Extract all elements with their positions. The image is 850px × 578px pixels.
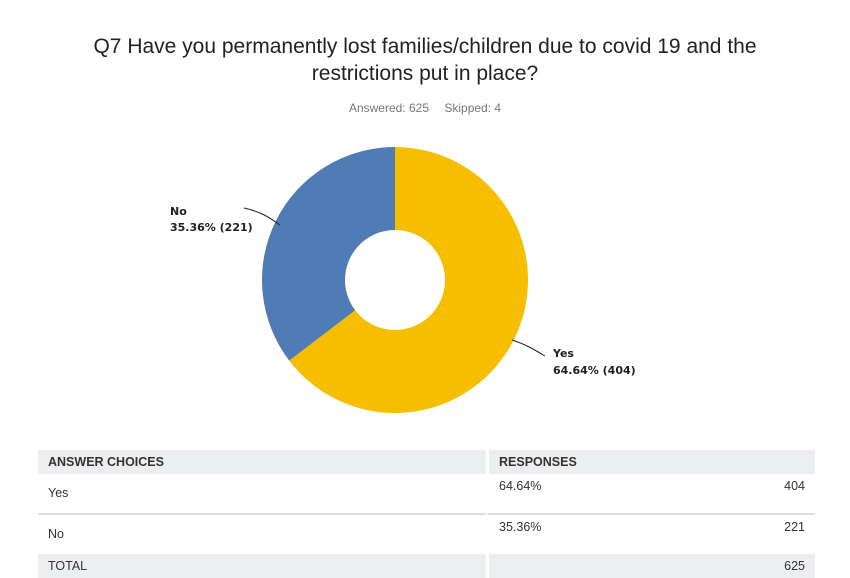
empty-cell <box>486 554 689 578</box>
table-row: Yes 64.64% 404 <box>38 474 815 515</box>
choice-cell: No <box>48 527 64 541</box>
slice-yes <box>289 147 528 413</box>
donut-chart: No 35.36% (221) Yes 64.64% (404) <box>170 147 636 413</box>
response-summary: Answered: 625 Skipped: 4 <box>0 101 850 115</box>
choice-cell: Yes <box>38 474 486 515</box>
leader-line-yes <box>511 339 546 357</box>
percent-cell: 35.36% <box>486 515 688 554</box>
skipped-count: Skipped: 4 <box>444 101 502 115</box>
count-cell: 404 <box>688 474 815 515</box>
leader-line-no <box>243 207 281 226</box>
label-no-value: 35.36% (221) <box>170 221 253 234</box>
total-label: TOTAL <box>38 554 486 578</box>
results-table: ANSWER CHOICES RESPONSES Yes 64.64% 404 … <box>38 450 815 578</box>
count-cell: 221 <box>784 520 805 534</box>
answered-count: Answered: 625 <box>348 101 429 115</box>
percent-cell: 64.64% <box>486 474 689 515</box>
label-no-name: No <box>170 205 187 218</box>
title-line-1: Q7 Have you permanently lost families/ch… <box>93 35 757 58</box>
header-answer-choices: ANSWER CHOICES <box>38 450 486 474</box>
label-yes-name: Yes <box>552 347 574 360</box>
question-title: Q7 Have you permanently lost families/ch… <box>0 33 850 87</box>
header-responses: RESPONSES <box>486 450 815 474</box>
total-row: TOTAL 625 <box>38 554 815 578</box>
total-count: 625 <box>688 554 815 578</box>
table-row: No 35.36% 221 <box>38 515 815 554</box>
slice-no <box>262 147 395 361</box>
label-yes-value: 64.64% (404) <box>553 364 636 377</box>
title-line-2: restrictions put in place? <box>311 62 539 85</box>
